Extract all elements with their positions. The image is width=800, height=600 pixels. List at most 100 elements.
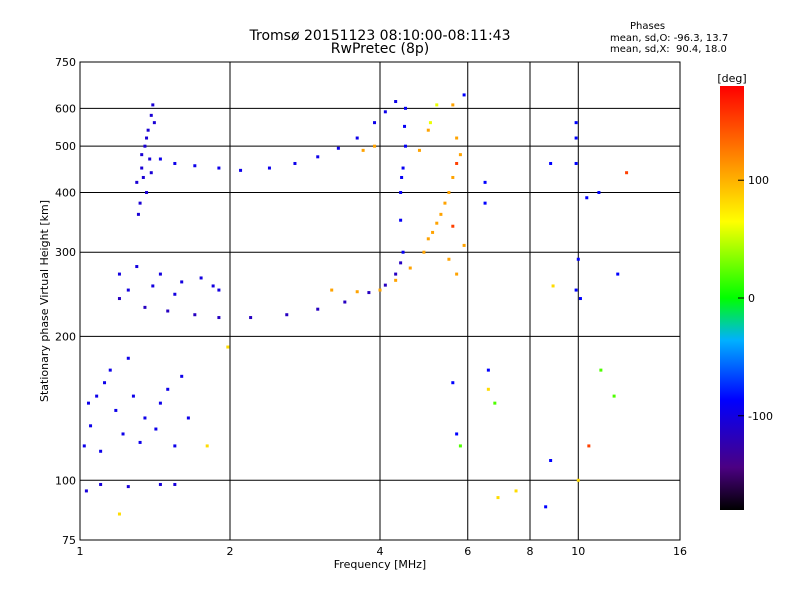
data-point <box>135 180 139 184</box>
colorbar-tick-label: 100 <box>748 174 769 187</box>
data-point <box>549 458 553 462</box>
data-point <box>136 212 140 216</box>
data-point <box>431 230 435 234</box>
colorbar-ticks: 100 0 -100 <box>738 174 773 423</box>
data-point <box>145 190 149 194</box>
data-point <box>426 128 430 132</box>
data-point <box>193 164 197 168</box>
data-point <box>149 171 153 175</box>
data-point <box>399 218 403 222</box>
data-point <box>199 276 203 280</box>
y-axis-label: Stationary phase Virtual Height [km] <box>38 200 51 402</box>
data-point <box>399 190 403 194</box>
phase-stats-title: Phases <box>630 21 666 32</box>
data-point <box>143 305 147 309</box>
data-point <box>383 110 387 114</box>
data-point <box>193 313 197 317</box>
data-point <box>151 284 155 288</box>
data-point <box>514 489 518 493</box>
data-point <box>108 368 112 372</box>
data-point <box>422 250 426 254</box>
data-point <box>408 266 412 270</box>
x-tick-label: 16 <box>673 545 687 558</box>
data-point <box>574 121 578 125</box>
data-point <box>82 444 86 448</box>
data-point <box>451 381 455 385</box>
y-tick-label: 75 <box>62 534 76 547</box>
data-point <box>117 297 121 301</box>
data-point <box>417 148 421 152</box>
data-point <box>226 345 230 349</box>
y-tick-label: 750 <box>55 56 76 69</box>
x-axis-label: Frequency [MHz] <box>334 558 426 571</box>
data-point <box>117 512 121 516</box>
data-point <box>152 121 156 125</box>
data-point <box>316 155 320 159</box>
data-point <box>451 103 455 107</box>
grid <box>80 62 680 540</box>
y-tick-label: 400 <box>55 186 76 199</box>
data-point <box>394 272 398 276</box>
data-point <box>143 144 147 148</box>
data-point <box>151 103 155 107</box>
data-point <box>462 93 466 97</box>
data-point <box>574 288 578 292</box>
data-point <box>336 146 340 150</box>
data-point <box>173 444 177 448</box>
data-point <box>544 505 548 509</box>
data-point <box>616 272 620 276</box>
y-tick-labels: 75 100 200 300 400 500 600 750 <box>55 56 76 547</box>
data-point <box>89 424 93 428</box>
data-point <box>373 144 377 148</box>
data-point <box>435 221 439 225</box>
data-point <box>140 166 144 170</box>
data-point <box>141 175 145 179</box>
data-point <box>173 292 177 296</box>
data-point <box>211 284 215 288</box>
data-point <box>483 180 487 184</box>
data-point <box>148 157 152 161</box>
x-tick-label: 8 <box>527 545 534 558</box>
data-point <box>173 161 177 165</box>
data-point <box>154 427 158 431</box>
phase-stats-x: mean, sd,X: 90.4, 18.0 <box>610 44 727 55</box>
data-point <box>462 243 466 247</box>
data-point <box>114 408 118 412</box>
data-point <box>158 272 162 276</box>
data-point <box>458 444 462 448</box>
data-point <box>443 201 447 205</box>
data-point <box>551 284 555 288</box>
x-tick-label: 6 <box>464 545 471 558</box>
data-point <box>217 166 221 170</box>
data-point <box>126 485 130 489</box>
data-point <box>217 316 221 320</box>
data-point <box>166 387 170 391</box>
data-point <box>400 175 404 179</box>
data-point <box>458 153 462 157</box>
data-point <box>597 190 601 194</box>
data-point <box>574 136 578 140</box>
data-point <box>455 272 459 276</box>
data-point <box>576 257 580 261</box>
data-point <box>439 212 443 216</box>
data-point <box>585 196 589 200</box>
data-point <box>126 288 130 292</box>
data-point <box>249 316 253 320</box>
data-point <box>99 449 103 453</box>
data-point <box>95 394 99 398</box>
data-point <box>293 161 297 165</box>
data-point <box>447 190 451 194</box>
data-point <box>428 121 432 125</box>
phase-stats-o: mean, sd,O: -96.3, 13.7 <box>610 33 729 44</box>
data-point <box>455 161 459 165</box>
x-tick-label: 10 <box>571 545 585 558</box>
colorbar-label: [deg] <box>717 72 746 85</box>
data-point <box>361 148 365 152</box>
data-point <box>496 496 500 500</box>
data-point <box>403 124 407 128</box>
data-point <box>493 401 497 405</box>
data-point <box>451 175 455 179</box>
data-point <box>403 144 407 148</box>
colorbar-tick-label: -100 <box>748 410 773 423</box>
